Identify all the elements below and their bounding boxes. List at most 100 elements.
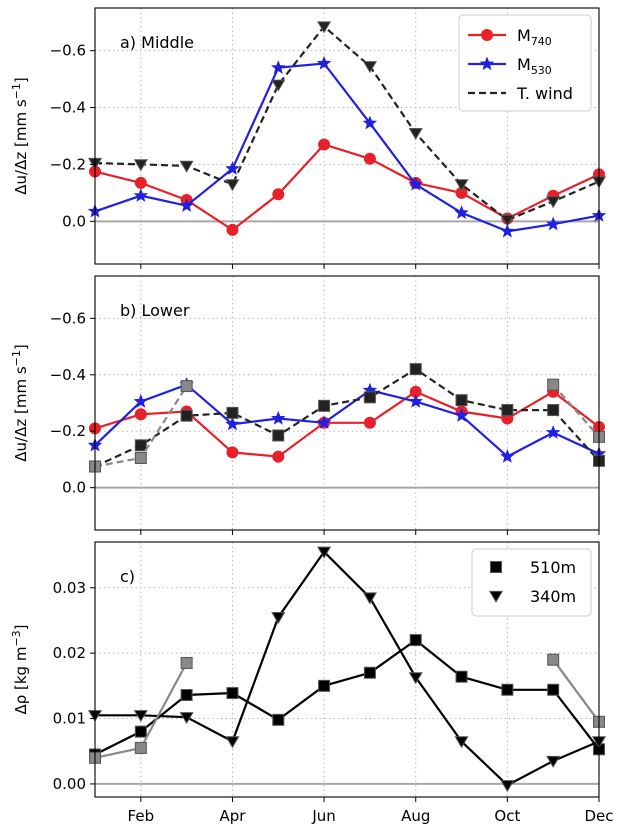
y-tick-label: −0.6 [50, 42, 86, 60]
x-tick-label: Jun [311, 807, 335, 825]
data-point [271, 612, 286, 625]
data-point [409, 634, 422, 647]
data-point [133, 188, 149, 202]
data-point [363, 391, 376, 404]
data-point [408, 393, 423, 408]
panel-title: a) Middle [120, 33, 194, 52]
series-line [94, 143, 600, 232]
data-point [226, 687, 239, 700]
data-point [272, 713, 285, 726]
data-point [545, 425, 561, 439]
x-tick-label: Feb [128, 807, 155, 825]
data-point [134, 725, 147, 738]
panel-title: b) Lower [120, 301, 190, 320]
data-point [133, 710, 148, 723]
y-tick-label: −0.6 [50, 309, 86, 327]
series-line [95, 550, 600, 787]
data-point [363, 666, 376, 679]
y-tick-label: 0.02 [53, 644, 86, 662]
data-point [271, 79, 286, 92]
data-point [454, 408, 469, 422]
data-point [317, 546, 332, 559]
data-point [500, 214, 515, 227]
data-point [408, 176, 423, 191]
data-point [500, 780, 515, 793]
data-point [501, 683, 514, 696]
data-point [133, 393, 149, 408]
data-point [272, 429, 285, 442]
data-point [455, 394, 468, 407]
data-point [408, 672, 423, 685]
x-tick-label: Dec [584, 807, 613, 825]
data-point [179, 160, 194, 173]
y-axis-label: Δρ [kg m−3] [10, 624, 30, 714]
data-point [272, 188, 285, 201]
x-tick-label: Aug [401, 807, 430, 825]
data-point [316, 415, 332, 429]
x-tick-label: Apr [219, 807, 246, 825]
data-point [133, 159, 148, 172]
data-point [134, 439, 147, 452]
legend-marker [488, 590, 504, 603]
data-point [272, 450, 285, 463]
data-point [318, 138, 331, 151]
data-point [547, 404, 560, 417]
data-point [271, 410, 286, 425]
data-point [226, 223, 239, 236]
y-tick-label: −0.4 [50, 99, 86, 117]
series-line [94, 367, 600, 468]
data-point [362, 115, 378, 130]
data-point [226, 446, 239, 459]
legend-marker [481, 29, 493, 41]
data-point [317, 21, 332, 34]
data-point [134, 408, 147, 421]
series-m740 [89, 385, 605, 463]
data-point [454, 205, 469, 219]
data-point [316, 55, 332, 70]
legend-label: M530 [517, 55, 552, 77]
data-point [134, 452, 147, 465]
data-point [180, 380, 193, 393]
series-line [552, 659, 600, 723]
series-line [94, 638, 600, 756]
series-510m-gray- [89, 653, 605, 764]
y-axis-label: Δu/Δz [mm s−1] [10, 344, 30, 461]
legend: 510m 340m [471, 548, 592, 617]
data-point [455, 670, 468, 683]
legend-label: 510m [530, 558, 576, 577]
data-point [409, 363, 422, 376]
data-point [546, 755, 561, 768]
data-point [225, 736, 240, 749]
axes-frame [94, 7, 600, 265]
series-line [552, 383, 600, 438]
y-tick-label: 0.00 [53, 775, 86, 793]
data-point [180, 409, 193, 422]
data-point [500, 449, 515, 463]
data-point [362, 592, 377, 605]
data-point [134, 176, 147, 189]
data-point [363, 152, 376, 165]
legend-box [458, 14, 592, 112]
legend-marker [479, 56, 495, 71]
panel-title: c) [120, 567, 135, 586]
series-line [94, 62, 600, 233]
data-point [180, 689, 193, 701]
data-point [226, 406, 239, 419]
data-point [179, 712, 194, 725]
series-t-wind [87, 21, 607, 227]
y-tick-label: 0.03 [53, 579, 86, 597]
data-point [179, 198, 194, 212]
data-point [454, 179, 469, 192]
data-point [318, 399, 331, 412]
data-point [500, 223, 515, 238]
panel-3: 0.00 0.01 0.02 0.03 Feb Apr Jun Aug Oct Dec Δρ [kg… [10, 541, 614, 825]
y-tick-label: 0.0 [62, 212, 86, 230]
y-axis-label: Δu/Δz [mm s−1] [10, 77, 30, 194]
panel-1: −0.6 −0.4 −0.2 0.0 Δu/Δz [mm s−1] a) Middle M7… [10, 7, 607, 269]
data-point [547, 683, 560, 696]
y-tick-label: 0.01 [53, 710, 86, 728]
data-point [501, 404, 514, 417]
legend-label: 340m [530, 587, 576, 606]
legend: M740 M530 T. wind [458, 14, 592, 112]
data-point [362, 61, 377, 74]
